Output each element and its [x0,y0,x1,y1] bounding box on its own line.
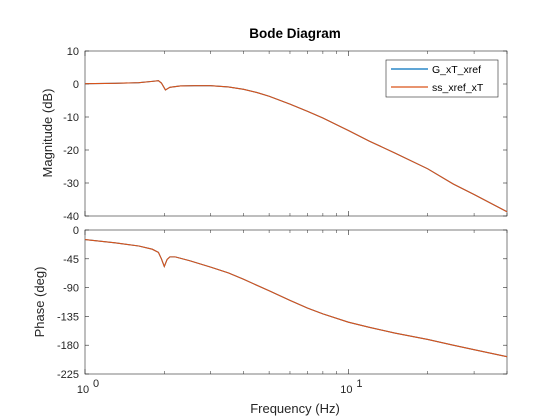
xtick-label: 10 [340,384,352,396]
phase-ytick-label: -45 [63,254,79,266]
magnitude-ticks: 10 0 -10 -20 -30 -40 [63,46,507,223]
magnitude-lines [84,80,508,213]
xtick-label-exponent: 0 [93,378,99,390]
magnitude-ylabel: Magnitude (dB) [40,89,55,178]
legend-label-ss-xref-xt: ss_xref_xT [432,82,484,94]
legend-label-g-xt-xref: G_xT_xref [432,64,481,76]
phase-ytick-label: -225 [57,369,79,381]
phase-ytick-label: -135 [57,311,79,323]
phase-lines [84,239,508,358]
magnitude-ytick-label: -40 [63,211,79,223]
x-axis-label: Frequency (Hz) [250,401,340,416]
magnitude-line-ss-xref-xt [84,80,508,213]
phase-axes: 0 -45 -90 -135 -180 -225 Phase (deg) [32,225,508,381]
legend-box [385,59,499,98]
phase-ylabel: Phase (deg) [32,267,47,338]
phase-plot-area [84,229,508,375]
xtick-label-exponent: 1 [356,378,362,390]
magnitude-ytick-label: -20 [63,145,79,157]
magnitude-ytick-label: 0 [73,79,79,91]
phase-ytick-label: -180 [57,340,79,352]
phase-ytick-label: 0 [73,225,79,237]
phase-line-ss-xref-xt [84,239,508,358]
phase-ytick-label: -90 [63,283,79,295]
chart-title: Bode Diagram [249,26,341,41]
legend: G_xT_xref ss_xref_xT [385,59,499,98]
magnitude-ytick-label: -30 [63,178,79,190]
phase-ticks: 0 -45 -90 -135 -180 -225 [57,225,507,381]
xtick-label: 10 [77,384,89,396]
magnitude-ytick-label: -10 [63,112,79,124]
x-axis-ticks: 10 0 10 1 [77,51,508,396]
magnitude-ytick-label: 10 [67,46,79,58]
